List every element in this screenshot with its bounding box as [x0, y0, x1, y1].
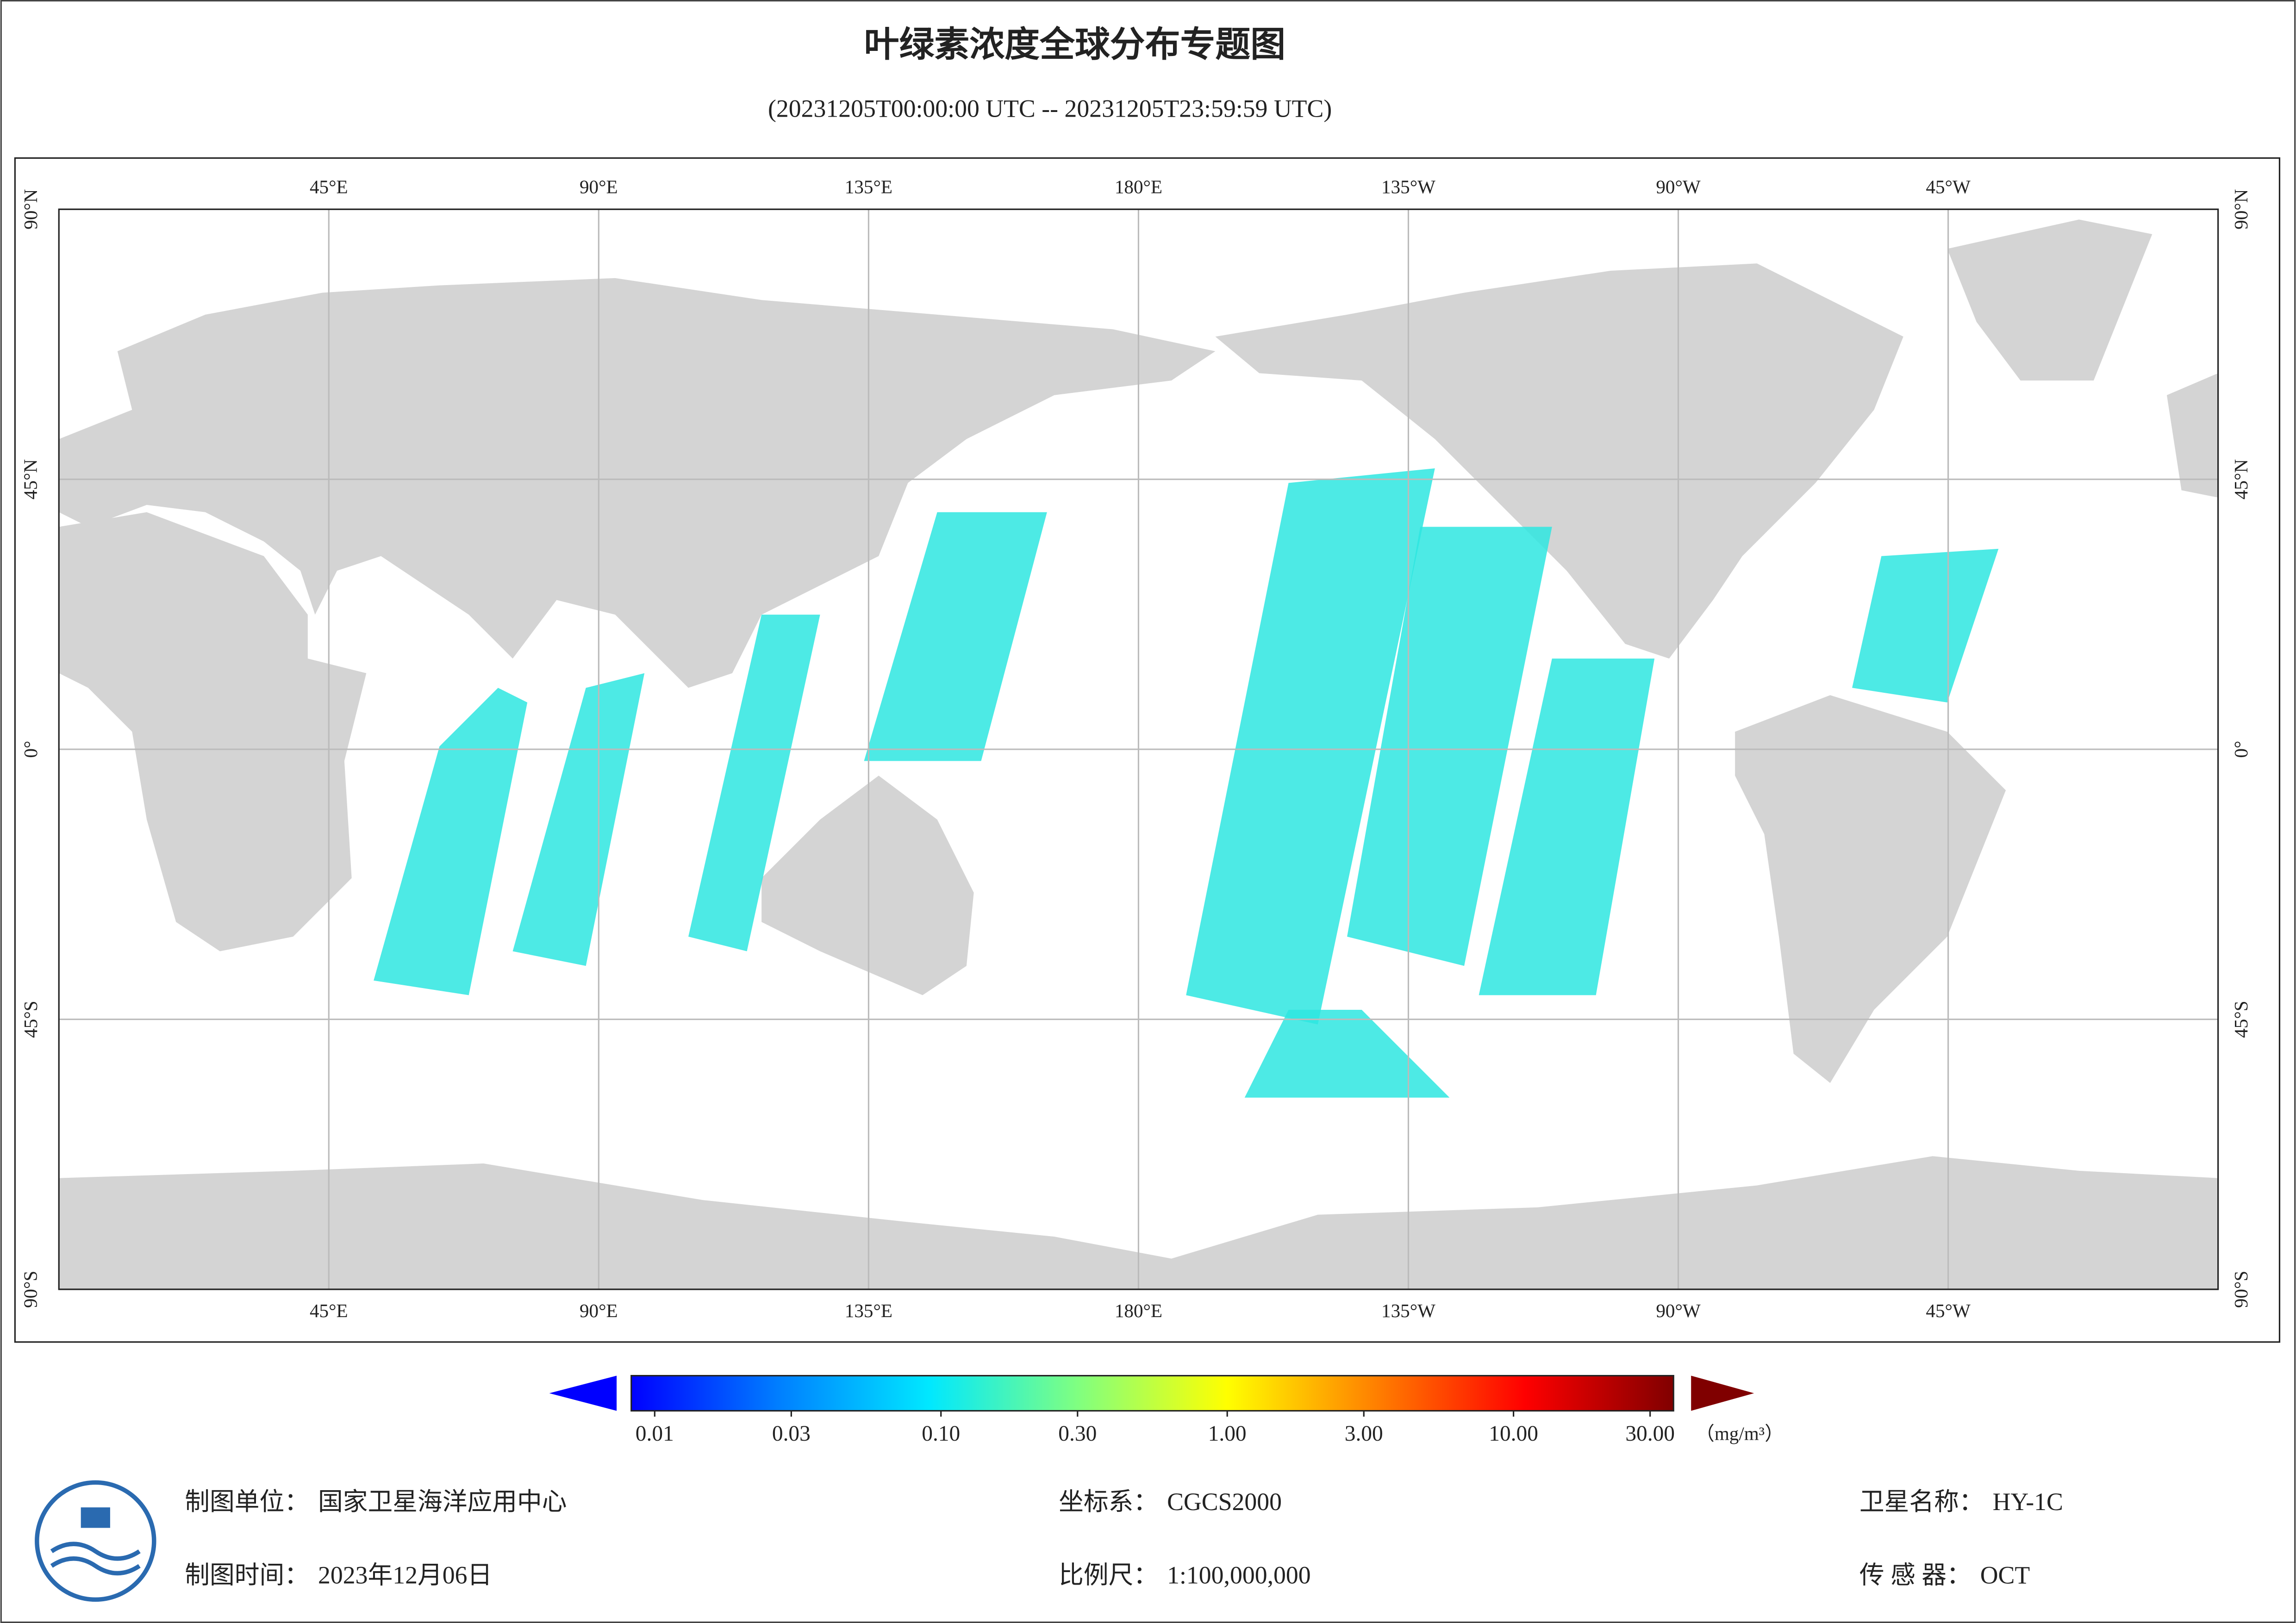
lon-label: 180°E [1115, 1300, 1162, 1321]
lat-label: 90°N [2230, 189, 2252, 230]
lat-label: 90°S [2230, 1271, 2252, 1308]
colorbar-label: 1.00 [1208, 1422, 1247, 1446]
colorbar-label: 0.03 [772, 1422, 811, 1446]
data-swath [1186, 468, 1435, 1025]
logo-satellite [81, 1507, 110, 1528]
colorbar-label: 0.10 [922, 1422, 960, 1446]
footer-label: 制图单位： [185, 1488, 309, 1516]
land [1215, 263, 1903, 659]
lon-label: 90°E [580, 1300, 618, 1321]
lat-label: 0° [20, 741, 41, 758]
footer-value: HY-1C [1993, 1488, 2063, 1516]
lat-label: 0° [2230, 741, 2252, 758]
colorbar-label: 3.00 [1345, 1422, 1383, 1446]
land [59, 278, 1216, 688]
subtitle: (20231205T00:00:00 UTC -- 20231205T23:59… [768, 95, 1332, 123]
data-swath [1347, 527, 1552, 966]
lon-label: 90°W [1656, 176, 1701, 197]
lon-label: 45°E [310, 1300, 348, 1321]
footer-label: 比例尺： [1059, 1561, 1158, 1589]
lon-label: 135°W [1381, 1300, 1435, 1321]
data-swath [512, 673, 645, 966]
lon-label: 45°W [1926, 176, 1971, 197]
footer-label: 坐标系： [1059, 1488, 1158, 1516]
lon-label: 135°E [845, 176, 892, 197]
colorbar-low-arrow [549, 1375, 617, 1411]
lat-label: 45°S [2230, 1001, 2252, 1038]
land [59, 512, 367, 951]
land [1947, 219, 2152, 381]
logo-waves [50, 1542, 141, 1576]
colorbar-label: 10.00 [1489, 1422, 1538, 1446]
title: 叶绿素浓度全球分布专题图 [864, 25, 1286, 64]
lon-label: 45°E [310, 176, 348, 197]
colorbar-high-arrow [1691, 1375, 1754, 1411]
data-swath [1244, 1009, 1450, 1098]
colorbar-label: 0.30 [1058, 1422, 1097, 1446]
map-border [58, 208, 2219, 1290]
footer-label: 卫星名称： [1859, 1488, 1984, 1516]
land [1735, 695, 2006, 1083]
footer-value: 1:100,000,000 [1167, 1561, 1311, 1589]
footer-value: CGCS2000 [1167, 1488, 1282, 1516]
footer-value: 国家卫星海洋应用中心 [318, 1488, 567, 1516]
footer-label: 制图时间： [185, 1561, 309, 1589]
lon-label: 90°W [1656, 1300, 1701, 1321]
lon-label: 135°E [845, 1300, 892, 1321]
data-swath [1852, 548, 1999, 703]
lat-label: 90°S [20, 1271, 41, 1308]
logo-ring [35, 1480, 156, 1602]
colorbar-label: 0.01 [636, 1422, 674, 1446]
colorbar-bar [630, 1374, 1674, 1412]
colorbar-label: 30.00 [1625, 1422, 1675, 1446]
lat-label: 45°N [20, 459, 41, 499]
data-swath [1479, 659, 1655, 995]
lat-label: 90°N [20, 189, 41, 230]
footer-value: 2023年12月06日 [318, 1561, 492, 1589]
data-swath [374, 688, 528, 995]
lon-label: 135°W [1381, 176, 1435, 197]
map-frame [14, 157, 2281, 1343]
logo [35, 1480, 156, 1602]
data-swath [688, 615, 820, 951]
lon-label: 45°W [1926, 1300, 1971, 1321]
colorbar: 0.01 0.03 0.10 0.30 1.00 3.00 10.00 30.00 （mg/m³… [549, 1374, 1784, 1446]
footer-label: 传 感 器： [1859, 1561, 1972, 1589]
land [2166, 373, 2218, 498]
colorbar-unit: （mg/m³） [1696, 1423, 1784, 1444]
lat-label: 45°S [20, 1001, 41, 1038]
footer-value: OCT [1980, 1561, 2030, 1589]
lat-label: 45°N [2230, 459, 2252, 499]
lon-label: 90°E [580, 176, 618, 197]
land [761, 776, 974, 995]
data-swath [864, 512, 1047, 761]
lon-label: 180°E [1115, 176, 1162, 197]
